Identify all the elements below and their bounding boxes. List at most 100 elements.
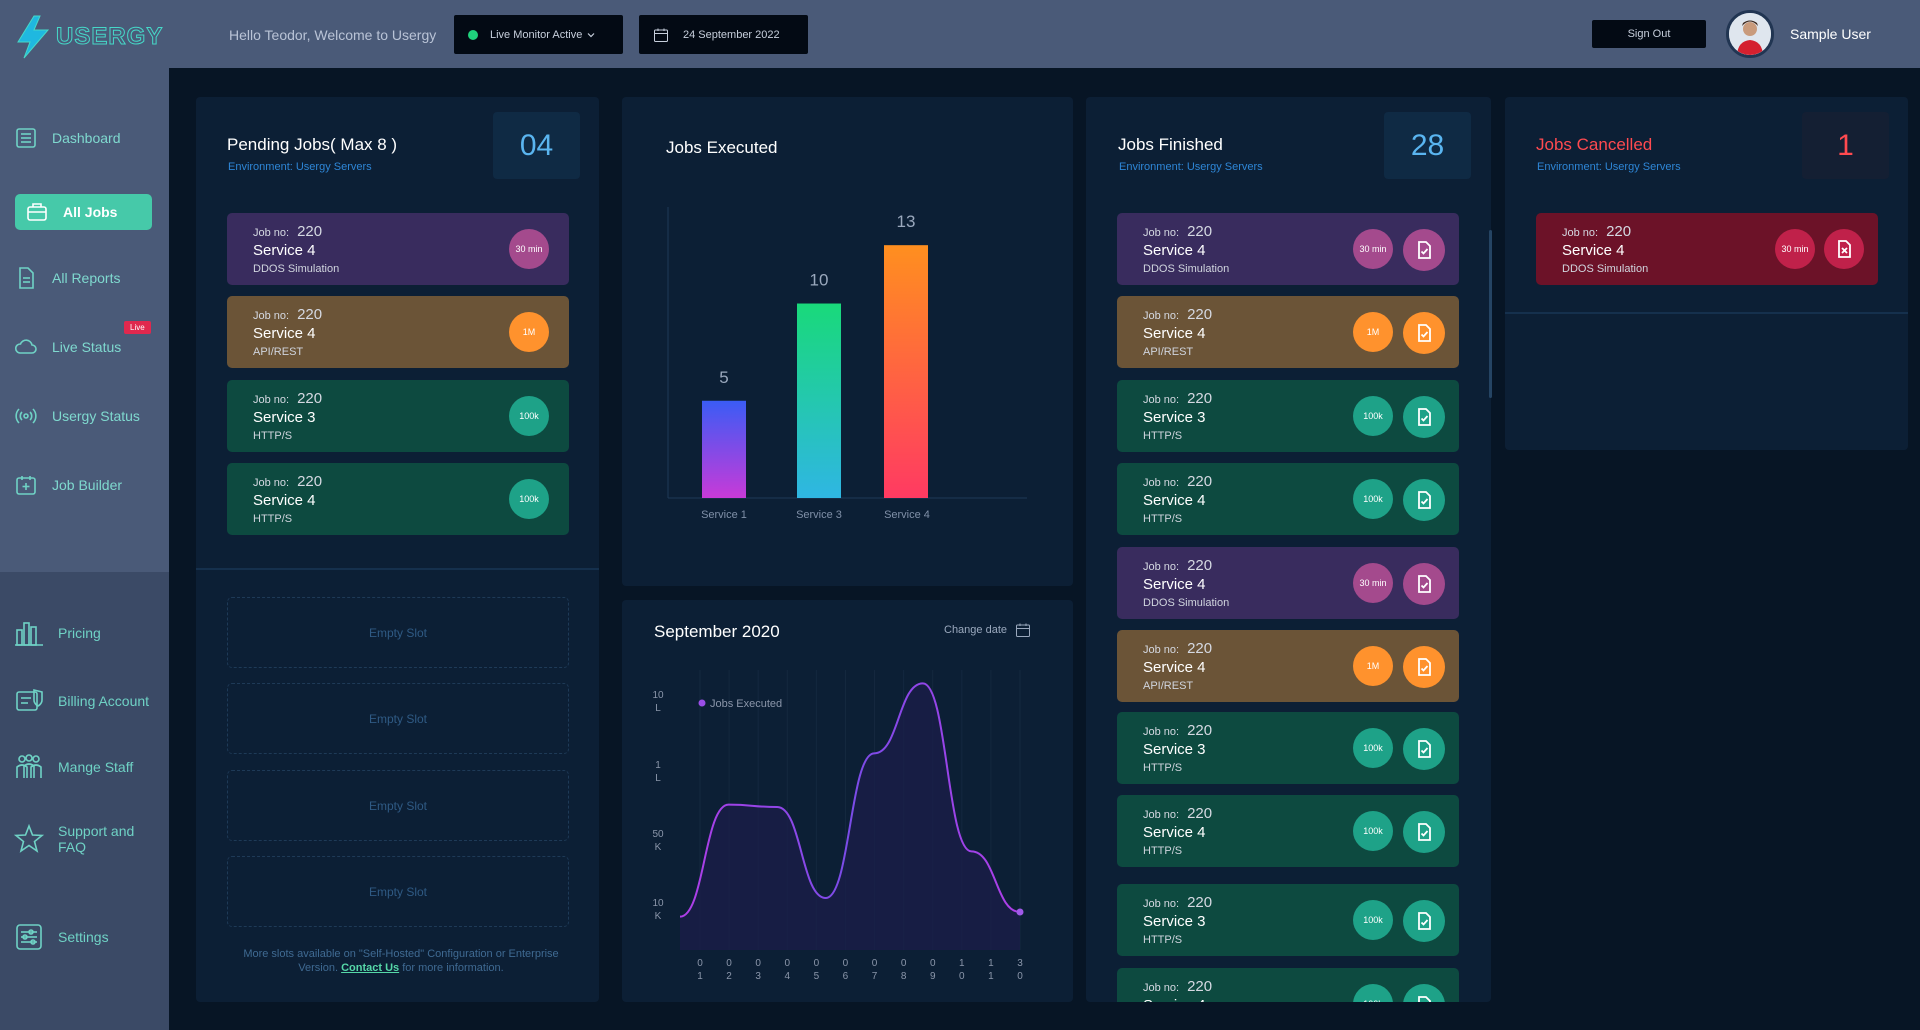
sidebar-item-settings[interactable]: Settings: [14, 922, 109, 952]
sidebar-item-all-jobs[interactable]: All Jobs: [15, 194, 152, 230]
x-tick-label: 0: [843, 958, 849, 969]
live-monitor-dropdown[interactable]: Live Monitor Active: [454, 15, 623, 54]
job-number: Job no: 220: [253, 223, 323, 240]
job-report-button[interactable]: [1403, 312, 1445, 354]
job-service: Service 4: [1143, 824, 1206, 841]
job-number: Job no: 220: [1143, 722, 1213, 739]
job-service: Service 3: [253, 409, 316, 426]
empty-slot[interactable]: Empty Slot: [227, 597, 569, 668]
sidebar-item-all-reports[interactable]: All Reports: [14, 266, 120, 290]
job-service: Service 4: [1143, 576, 1206, 593]
lightning-icon: [17, 15, 50, 59]
brand-logo[interactable]: USERGY: [14, 14, 163, 60]
pending-jobs-panel: Pending Jobs( Max 8 ) Environment: Userg…: [196, 97, 599, 1002]
y-tick-label: L: [655, 773, 661, 784]
job-report-button[interactable]: [1403, 900, 1445, 942]
empty-slot[interactable]: Empty Slot: [227, 770, 569, 841]
sign-out-button[interactable]: Sign Out: [1592, 20, 1706, 48]
y-tick-label: L: [655, 703, 661, 714]
sidebar-item-usergy-status[interactable]: Usergy Status: [14, 404, 140, 428]
sidebar-item-live-status[interactable]: Live Status: [14, 335, 121, 359]
job-card[interactable]: Job no: 220 Service 3 HTTP/S 100k: [1117, 712, 1459, 784]
scrollbar[interactable]: [1489, 230, 1492, 398]
job-number: Job no: 220: [1143, 223, 1213, 240]
bar-service-4[interactable]: [884, 245, 928, 498]
job-card[interactable]: Job no: 220 Service 3 HTTP/S 100k: [227, 380, 569, 452]
change-date-button[interactable]: Change date: [944, 622, 1031, 638]
job-report-button[interactable]: [1403, 728, 1445, 770]
job-card[interactable]: Job no: 220 Service 4 API/REST 1M: [1117, 630, 1459, 702]
job-number: Job no: 220: [1143, 805, 1213, 822]
job-report-button[interactable]: [1403, 563, 1445, 605]
bar-service-3[interactable]: [797, 303, 841, 498]
job-badge: 30 min: [1353, 563, 1393, 603]
job-report-button[interactable]: [1403, 479, 1445, 521]
contact-us-link[interactable]: Contact Us: [341, 962, 400, 974]
sidebar-item-label: Job Builder: [52, 477, 123, 493]
top-header: Hello Teodor, Welcome to Usergy Live Mon…: [169, 0, 1920, 68]
empty-slot[interactable]: Empty Slot: [227, 856, 569, 927]
job-card[interactable]: Job no: 220 Service 3 HTTP/S 100k: [1117, 380, 1459, 452]
empty-slot[interactable]: Empty Slot: [227, 683, 569, 754]
job-service: Service 4: [1562, 242, 1625, 259]
x-tick-label: 8: [901, 971, 907, 982]
job-badge: 30 min: [509, 229, 549, 269]
sidebar-item-manage-staff[interactable]: Mange Staff: [14, 752, 133, 782]
sidebar-top: [0, 0, 169, 572]
job-card[interactable]: Job no: 220 Service 4 API/REST 1M: [1117, 296, 1459, 368]
x-tick-label: 5: [814, 971, 820, 982]
bar-value-label: 10: [810, 271, 829, 290]
job-report-button[interactable]: [1403, 811, 1445, 853]
bar-service-1[interactable]: [702, 400, 746, 498]
x-tick-label: 0: [930, 958, 936, 969]
job-service: Service 4: [253, 242, 316, 259]
x-tick-label: 1: [988, 971, 994, 982]
job-report-button[interactable]: [1403, 984, 1445, 1002]
job-card[interactable]: Job no: 220 Service 4 API/REST 1M: [227, 296, 569, 368]
document-check-icon: [1418, 491, 1431, 509]
y-tick-label: K: [655, 842, 662, 853]
job-card[interactable]: Job no: 220 Service 4 DDOS Simulation 30 …: [1536, 213, 1878, 285]
date-picker[interactable]: 24 September 2022: [639, 15, 808, 54]
sidebar-item-job-builder[interactable]: Job Builder: [14, 473, 122, 497]
sidebar-item-label: Live Status: [52, 339, 122, 355]
sidebar-item-support[interactable]: Support and FAQ: [14, 823, 138, 855]
job-card[interactable]: Job no: 220 Service 4 DDOS Simulation 30 min: [1117, 213, 1459, 285]
sidebar-item-dashboard[interactable]: Dashboard: [14, 126, 121, 150]
x-tick-label: 1: [697, 971, 703, 982]
job-service: Service 4: [1143, 325, 1206, 342]
job-badge: 100k: [509, 396, 549, 436]
sidebar-item-billing[interactable]: Billing Account: [14, 686, 149, 716]
cloud-icon: [14, 339, 37, 354]
job-card[interactable]: Job no: 220 Service 4 DDOS Simulation 30 min: [1117, 547, 1459, 619]
x-tick-label: Service 3: [796, 509, 842, 521]
sidebar-item-pricing[interactable]: Pricing: [14, 618, 101, 648]
avatar[interactable]: [1726, 10, 1774, 58]
billing-icon: [16, 688, 43, 711]
x-tick-label: 6: [843, 971, 849, 982]
job-report-button[interactable]: [1403, 646, 1445, 688]
sidebar-item-label: Usergy Status: [52, 408, 140, 424]
document-check-icon: [1418, 996, 1431, 1002]
job-badge: 30 min: [1775, 229, 1815, 269]
job-type: HTTP/S: [253, 430, 293, 442]
job-card[interactable]: Job no: 220 Service 4 DDOS Simulation 30 …: [227, 213, 569, 285]
x-tick-label: Service 4: [884, 509, 930, 521]
job-report-button[interactable]: [1403, 396, 1445, 438]
job-card[interactable]: Job no: 220 Service 3 HTTP/S 100k: [1117, 884, 1459, 956]
job-type: HTTP/S: [1143, 430, 1183, 442]
job-report-button[interactable]: [1403, 229, 1445, 271]
data-point[interactable]: [1016, 908, 1024, 916]
document-x-icon: [1838, 240, 1851, 258]
job-number: Job no: 220: [1143, 306, 1213, 323]
job-card[interactable]: Job no: 220 Service 4 HTTP/S 100k: [227, 463, 569, 535]
cancelled-report-button[interactable]: [1824, 229, 1864, 269]
sidebar-item-label: All Reports: [52, 270, 121, 286]
list-icon: [16, 128, 36, 148]
x-tick-label: 4: [784, 971, 790, 982]
job-type: HTTP/S: [253, 513, 293, 525]
x-tick-label: 0: [1017, 971, 1023, 982]
